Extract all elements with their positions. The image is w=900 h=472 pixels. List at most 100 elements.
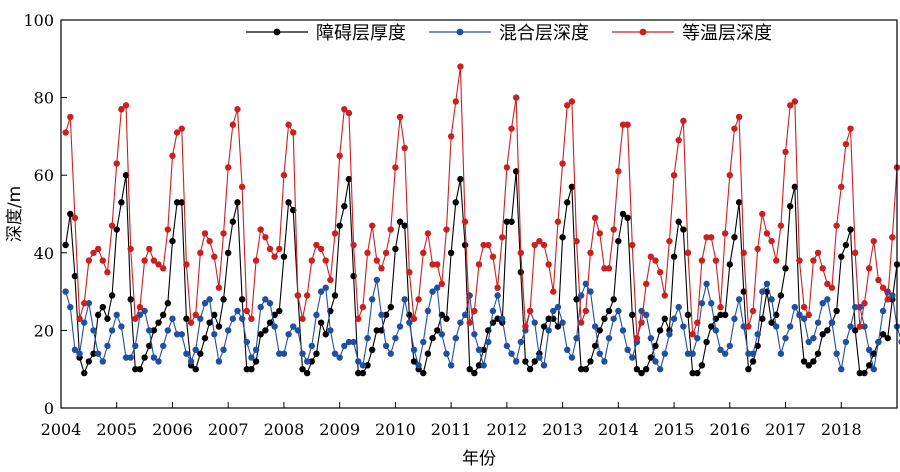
series-0-point-164 bbox=[824, 327, 831, 334]
series-0-point-11 bbox=[113, 226, 120, 233]
series-0-point-154 bbox=[777, 292, 785, 299]
series-2-point-28 bbox=[192, 311, 199, 319]
series-1-point-133 bbox=[680, 323, 687, 330]
series-0-point-12 bbox=[118, 199, 125, 206]
series-1-point-125 bbox=[643, 311, 650, 319]
series-2-point-30 bbox=[201, 230, 209, 237]
axes-layer: 2004 2005 2006 2007 2008 2009 2010 2011 2012 2013… bbox=[23, 11, 861, 439]
series-2-point-118 bbox=[610, 226, 617, 233]
series-0-point-78 bbox=[424, 350, 432, 357]
series-0-point-115 bbox=[596, 327, 603, 334]
series-1-point-118 bbox=[610, 315, 617, 322]
series-1-point-29 bbox=[197, 315, 204, 322]
series-2-point-134 bbox=[684, 249, 692, 256]
series-1-point-71 bbox=[392, 334, 399, 342]
series-2-point-77 bbox=[420, 249, 427, 256]
series-1-point-7 bbox=[94, 350, 102, 357]
series-2-point-63 bbox=[355, 315, 362, 322]
series-0-point-52 bbox=[303, 369, 311, 377]
series-2-point-57 bbox=[327, 276, 334, 284]
series-2-point-177 bbox=[884, 296, 891, 303]
series-2-point-12 bbox=[118, 106, 125, 113]
series-1-point-141 bbox=[717, 346, 724, 353]
series-1-point-121 bbox=[624, 346, 631, 353]
series-1-point-134 bbox=[684, 350, 692, 357]
series-2-point-132 bbox=[675, 137, 682, 144]
x-tick-label-2015: 2015 bbox=[654, 420, 695, 439]
series-0-point-97 bbox=[512, 168, 520, 175]
series-1-point-46 bbox=[276, 350, 283, 357]
series-0-point-169 bbox=[847, 226, 854, 233]
series-2-point-7 bbox=[94, 245, 102, 253]
series-2-point-81 bbox=[438, 280, 446, 288]
series-0-point-53 bbox=[308, 358, 315, 365]
series-0-point-33 bbox=[215, 323, 223, 330]
series-1-point-116 bbox=[601, 358, 608, 365]
series-2-point-107 bbox=[559, 160, 566, 167]
series-0-point-66 bbox=[368, 346, 376, 353]
series-1-point-117 bbox=[605, 334, 613, 342]
series-2-point-173 bbox=[865, 265, 873, 272]
series-2-point-139 bbox=[708, 234, 715, 241]
series-2-point-46 bbox=[276, 245, 283, 253]
series-0-point-16 bbox=[136, 366, 144, 373]
series-2-point-27 bbox=[187, 319, 195, 326]
series-0-point-15 bbox=[132, 366, 139, 373]
series-0-point-10 bbox=[108, 292, 116, 299]
series-0-point-75 bbox=[410, 358, 418, 365]
series-1-point-88 bbox=[471, 331, 478, 338]
series-1-point-177 bbox=[884, 288, 891, 295]
series-0-point-127 bbox=[652, 342, 659, 350]
series-1-point-19 bbox=[150, 354, 158, 361]
series-2-point-53 bbox=[308, 257, 315, 264]
series-1-point-51 bbox=[299, 350, 306, 357]
series-2-point-52 bbox=[303, 292, 311, 299]
series-1-point-144 bbox=[731, 315, 738, 322]
series-2-point-148 bbox=[749, 307, 757, 315]
series-2-point-125 bbox=[643, 280, 650, 288]
series-1-point-41 bbox=[252, 346, 260, 353]
series-2-point-64 bbox=[359, 303, 367, 311]
series-1-point-20 bbox=[155, 358, 162, 365]
series-1-point-108 bbox=[564, 346, 571, 353]
series-0-point-134 bbox=[684, 311, 692, 319]
series-0-point-143 bbox=[726, 261, 733, 268]
series-0-point-84 bbox=[452, 199, 459, 206]
series-2-point-83 bbox=[447, 133, 455, 140]
series-0-point-142 bbox=[721, 311, 729, 319]
series-0-point-7 bbox=[94, 311, 102, 319]
series-2-point-11 bbox=[113, 160, 120, 167]
series-2-point-174 bbox=[870, 237, 877, 245]
series-0-point-118 bbox=[610, 296, 617, 303]
series-0-point-47 bbox=[280, 253, 288, 260]
series-1-point-164 bbox=[824, 296, 831, 303]
series-1-point-110 bbox=[573, 334, 580, 342]
series-1-point-119 bbox=[615, 307, 622, 315]
series-2-point-159 bbox=[800, 303, 808, 311]
series-1-point-68 bbox=[378, 311, 385, 319]
series-2-point-162 bbox=[814, 249, 822, 256]
y-tick-label-0: 0 bbox=[44, 399, 54, 418]
series-2-point-170 bbox=[852, 249, 859, 256]
series-1-point-128 bbox=[656, 366, 664, 373]
series-1-point-21 bbox=[159, 342, 167, 350]
series-1-point-13 bbox=[122, 354, 130, 361]
legend-swatch-marker-1 bbox=[456, 28, 464, 36]
series-2-point-126 bbox=[647, 253, 655, 260]
series-1-point-153 bbox=[773, 323, 780, 330]
series-2-point-25 bbox=[178, 125, 185, 132]
series-2-point-4 bbox=[81, 300, 88, 307]
series-2-point-143 bbox=[726, 172, 733, 179]
series-2-point-122 bbox=[629, 241, 636, 249]
series-1-point-11 bbox=[113, 311, 120, 319]
series-2-point-120 bbox=[619, 121, 627, 128]
series-1-point-17 bbox=[141, 307, 148, 315]
series-1-point-107 bbox=[559, 319, 566, 326]
series-2-point-24 bbox=[173, 129, 181, 136]
series-2-point-35 bbox=[225, 164, 232, 171]
series-2-point-153 bbox=[773, 257, 780, 264]
series-2-point-109 bbox=[568, 98, 576, 105]
series-0-point-71 bbox=[392, 245, 399, 253]
series-2-point-98 bbox=[517, 249, 524, 256]
series-0-point-35 bbox=[225, 249, 232, 256]
